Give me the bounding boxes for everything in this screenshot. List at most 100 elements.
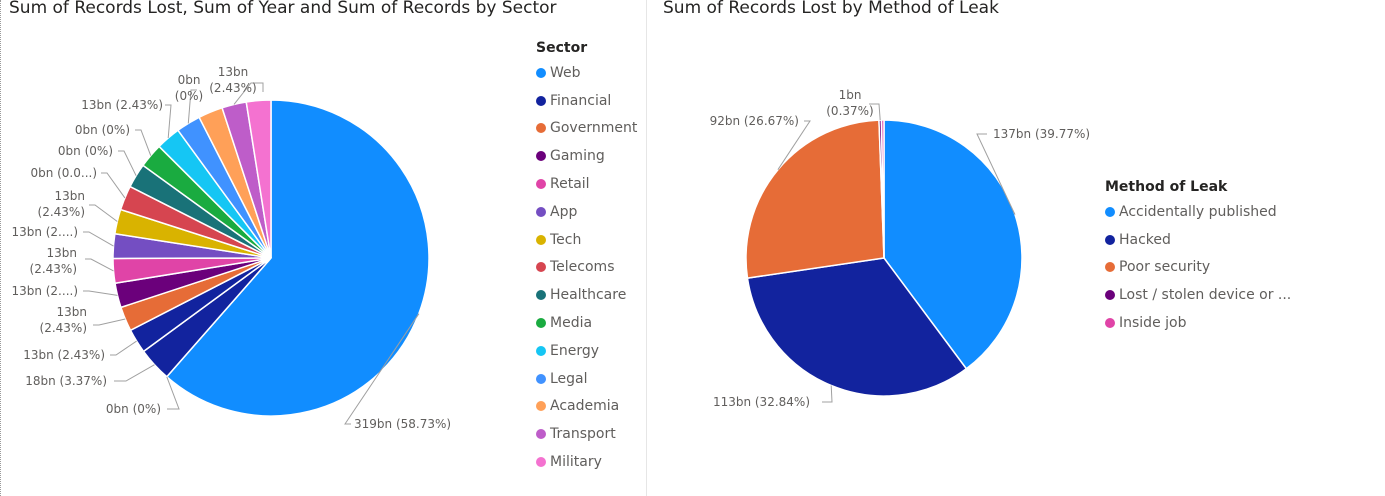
legend-item-media[interactable]: Media xyxy=(536,309,637,337)
legend-marker-icon xyxy=(536,179,546,190)
data-label-government: (2.43%) xyxy=(40,321,87,335)
legend-item-government[interactable]: Government xyxy=(536,115,637,143)
label-leader-media xyxy=(135,129,152,156)
legend-item-healthcare[interactable]: Healthcare xyxy=(536,281,637,309)
legend-item-web[interactable]: Web xyxy=(536,59,637,87)
legend-marker-icon xyxy=(536,234,546,245)
legend-label: Government xyxy=(550,120,638,137)
legend-label: Web xyxy=(550,64,581,81)
data-label-healthcare: 0bn (0%) xyxy=(58,144,113,158)
legend-item-military[interactable]: Military xyxy=(536,448,637,476)
label-leader-legal xyxy=(187,89,197,124)
legend-item-tech[interactable]: Tech xyxy=(536,226,637,254)
label-leader-accidentally-published xyxy=(976,133,1016,215)
legend-item-accidentally-published[interactable]: Accidentally published xyxy=(1105,198,1291,226)
legend-item-academia[interactable]: Academia xyxy=(536,393,637,421)
legend-label: Academia xyxy=(550,398,620,415)
legend-item-energy[interactable]: Energy xyxy=(536,337,637,365)
slice-hacked[interactable] xyxy=(746,257,968,397)
label-leader-web-second-part xyxy=(166,376,180,410)
legend-marker-icon xyxy=(536,318,546,329)
legend-label: Transport xyxy=(550,426,616,443)
legend-label: Telecoms xyxy=(550,259,615,276)
legend-item-transport[interactable]: Transport xyxy=(536,420,637,448)
legend-label: Healthcare xyxy=(550,287,627,304)
legend-marker-icon xyxy=(536,206,546,217)
data-label-tech: 13bn xyxy=(55,189,86,203)
method-chart-title: Sum of Records Lost by Method of Leak xyxy=(663,0,999,18)
data-label-hacked: 113bn (32.84%) xyxy=(713,395,810,409)
data-label-lost-stolen-device-or: (0.37%) xyxy=(826,104,873,118)
label-leader-transport xyxy=(233,82,264,105)
label-leader-web xyxy=(344,313,420,425)
legend-item-inside-job[interactable]: Inside job xyxy=(1105,309,1291,337)
data-label-media: 0bn (0%) xyxy=(75,123,130,137)
slice-accidentally-published[interactable] xyxy=(883,119,1023,370)
sector-legend: Sector Web Financial Government Gaming Retai… xyxy=(536,40,637,476)
legend-item-legal[interactable]: Legal xyxy=(536,365,637,393)
legend-item-lost-stolen-device-or[interactable]: Lost / stolen device or ... xyxy=(1105,281,1291,309)
data-label-transport: 13bn xyxy=(218,65,249,79)
legend-marker-icon xyxy=(536,67,546,78)
legend-item-financial[interactable]: Financial xyxy=(536,87,637,115)
legend-marker-icon xyxy=(1105,290,1115,301)
data-label-telecoms: 0bn (0.0...) xyxy=(30,166,97,180)
legend-marker-icon xyxy=(536,457,546,468)
slice-poor-security[interactable] xyxy=(745,119,885,279)
legend-item-hacked[interactable]: Hacked xyxy=(1105,226,1291,254)
legend-item-gaming[interactable]: Gaming xyxy=(536,142,637,170)
data-label-poor-security: 92bn (26.67%) xyxy=(710,114,799,128)
legend-label: Lost / stolen device or ... xyxy=(1119,287,1292,304)
legend-marker-icon xyxy=(536,373,546,384)
legend-item-poor-security[interactable]: Poor security xyxy=(1105,254,1291,282)
legend-label: Poor security xyxy=(1119,259,1211,276)
legend-label: Legal xyxy=(550,370,588,387)
slice-military[interactable] xyxy=(245,99,272,259)
legend-label: Financial xyxy=(550,92,612,109)
data-label-financial-second-part: 13bn (2.43%) xyxy=(23,348,105,362)
data-label-lost-stolen-device-or: 1bn xyxy=(839,88,862,102)
data-label-web: 319bn (58.73%) xyxy=(354,417,451,431)
legend-item-retail[interactable]: Retail xyxy=(536,170,637,198)
label-leader-financial xyxy=(114,364,155,382)
legend-marker-icon xyxy=(536,401,546,412)
data-label-web-second-part: 0bn (0%) xyxy=(106,402,161,416)
label-leader-government xyxy=(93,318,126,326)
label-leader-lost-stolen-device-or xyxy=(869,103,881,121)
legend-marker-icon xyxy=(1105,318,1115,329)
legend-item-telecoms[interactable]: Telecoms xyxy=(536,254,637,282)
label-leader-hacked xyxy=(822,385,833,403)
legend-label: Accidentally published xyxy=(1119,203,1277,220)
legend-label: Retail xyxy=(550,176,590,193)
legend-marker-icon xyxy=(536,123,546,134)
data-label-tech: (2.43%) xyxy=(38,205,85,219)
data-label-financial: 18bn (3.37%) xyxy=(25,374,107,388)
data-label-app: 13bn (2....) xyxy=(11,225,78,239)
data-label-transport: (2.43%) xyxy=(209,81,256,95)
label-leader-energy xyxy=(165,104,172,139)
label-leader-tech xyxy=(89,204,118,222)
data-label-retail: (2.43%) xyxy=(30,262,77,276)
legend-marker-icon xyxy=(536,345,546,356)
slice-inside-job[interactable] xyxy=(880,119,885,259)
method-pie-chart[interactable]: 137bn (39.77%) 113bn (32.84%) 92bn (26.67%… xyxy=(647,0,1102,496)
legend-marker-icon xyxy=(536,151,546,162)
legend-marker-icon xyxy=(536,290,546,301)
legend-marker-icon xyxy=(1105,262,1115,273)
legend-label: Inside job xyxy=(1119,315,1187,332)
sector-pie-chart[interactable]: 319bn (58.73%) 0bn (0%) 18bn (3.37%) 13bn (… xyxy=(1,0,531,496)
data-label-government: 13bn xyxy=(57,305,88,319)
sector-legend-title: Sector xyxy=(536,40,588,56)
data-label-accidentally-published: 137bn (39.77%) xyxy=(993,127,1090,141)
sector-chart-title: Sum of Records Lost, Sum of Year and Sum… xyxy=(9,0,557,18)
label-leader-poor-security xyxy=(777,120,811,170)
data-label-legal: (0%) xyxy=(175,89,203,103)
method-legend: Method of Leak Accidentally published Hac… xyxy=(1105,179,1291,337)
method-chart-panel: Sum of Records Lost by Method of Leak 13… xyxy=(646,0,1385,496)
legend-marker-icon xyxy=(1105,206,1115,217)
legend-marker-icon xyxy=(536,95,546,106)
label-leader-healthcare xyxy=(118,150,137,176)
method-legend-title: Method of Leak xyxy=(1105,179,1228,195)
legend-label: Media xyxy=(550,315,593,332)
legend-item-app[interactable]: App xyxy=(536,198,637,226)
